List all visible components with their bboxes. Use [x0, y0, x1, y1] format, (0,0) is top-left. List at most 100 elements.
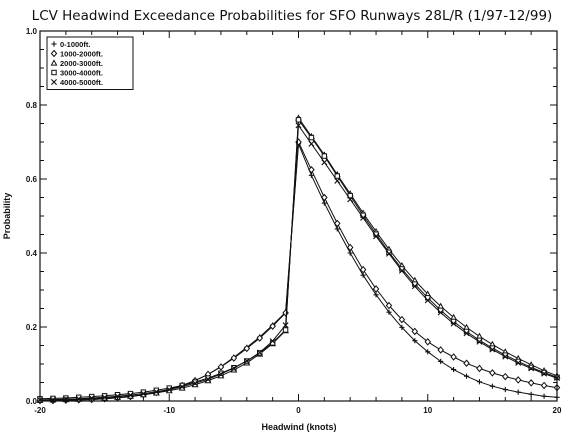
- data-point: [515, 359, 522, 366]
- legend-marker: [51, 79, 57, 85]
- data-point: [489, 369, 496, 377]
- x-tick-label: 0: [296, 406, 301, 415]
- data-point: [463, 359, 470, 368]
- data-point: [166, 386, 173, 393]
- data-point: [437, 309, 444, 316]
- y-axis-label: Probability: [2, 193, 12, 240]
- data-point: [476, 338, 483, 345]
- data-point: [192, 380, 199, 387]
- data-point: [502, 372, 509, 381]
- y-tick-label: 0.6: [26, 175, 38, 184]
- data-point: [230, 365, 237, 372]
- x-tick-label: -10: [163, 406, 175, 415]
- data-point: [425, 349, 431, 355]
- series-square: [37, 117, 560, 402]
- data-point: [153, 388, 160, 395]
- legend-label: 1000-2000ft.: [60, 50, 103, 59]
- legend-marker: [50, 49, 58, 58]
- data-point: [438, 358, 444, 365]
- data-point: [411, 283, 418, 290]
- data-point: [114, 393, 121, 400]
- series-line: [40, 140, 558, 402]
- data-point: [515, 389, 521, 395]
- legend-box: [46, 36, 134, 90]
- legend-marker: [51, 41, 57, 47]
- y-tick-label: 0.2: [26, 323, 38, 332]
- data-point: [295, 117, 302, 123]
- data-point: [398, 315, 406, 324]
- data-point: [230, 354, 238, 362]
- data-point: [489, 383, 495, 389]
- x-tick-label: 10: [423, 406, 432, 415]
- data-point: [528, 365, 535, 372]
- y-tick-label: 0.8: [26, 101, 38, 110]
- series-diamond: [36, 138, 561, 405]
- legend-item: 0-1000ft.: [51, 40, 90, 49]
- data-point: [373, 292, 379, 298]
- data-point: [321, 200, 327, 206]
- data-point: [334, 173, 340, 179]
- data-point: [334, 177, 341, 184]
- data-point: [373, 233, 380, 240]
- data-point: [179, 383, 186, 390]
- data-point: [308, 140, 315, 147]
- data-point: [476, 364, 483, 373]
- data-point: [127, 392, 134, 399]
- legend-item: 2000-3000ft.: [50, 59, 103, 68]
- x-axis-label: Headwind (knots): [261, 422, 336, 432]
- series-line: [40, 143, 558, 402]
- data-point: [269, 338, 276, 345]
- data-point: [450, 353, 457, 361]
- data-point: [308, 172, 315, 178]
- y-tick-label: 1.0: [26, 27, 38, 36]
- series-line: [39, 118, 558, 400]
- data-point: [398, 267, 405, 274]
- data-point: [205, 376, 212, 383]
- data-point: [451, 366, 457, 373]
- data-point: [412, 338, 418, 344]
- legend-label: 4000-5000ft.: [60, 78, 103, 87]
- data-point: [528, 391, 534, 397]
- data-point: [385, 301, 393, 310]
- data-point: [502, 386, 508, 393]
- data-point: [463, 330, 470, 337]
- data-point: [346, 243, 354, 252]
- data-point: [502, 353, 509, 360]
- series-triangle: [36, 114, 561, 403]
- data-point: [347, 250, 353, 256]
- data-point: [269, 322, 276, 331]
- data-point: [360, 214, 367, 221]
- data-point: [540, 381, 548, 390]
- data-point: [360, 272, 366, 278]
- data-point: [243, 358, 250, 365]
- legend: 0-1000ft.1000-2000ft.2000-3000ft.3000-40…: [46, 36, 134, 90]
- data-point: [256, 334, 263, 342]
- data-point: [334, 219, 341, 228]
- legend-item: 4000-5000ft.: [51, 78, 103, 87]
- data-point: [372, 285, 380, 293]
- data-point: [101, 394, 108, 401]
- data-point: [140, 390, 147, 397]
- data-point: [282, 322, 289, 329]
- legend-marker: [50, 59, 58, 66]
- data-point: [308, 165, 315, 174]
- legend-marker: [51, 69, 57, 76]
- series-x: [37, 122, 560, 403]
- data-point: [411, 327, 419, 336]
- legend-label: 3000-4000ft.: [60, 69, 103, 78]
- axes: -20 -10 0 10 20 0.0 0.2 0.4 0.6 0.8 1.0: [26, 27, 562, 415]
- chart-title: LCV Headwind Exceedance Probabilities fo…: [32, 8, 553, 24]
- data-point: [347, 196, 354, 203]
- series-plus: [37, 141, 560, 404]
- data-point: [308, 134, 315, 141]
- series-group: [36, 114, 561, 405]
- data-point: [282, 327, 289, 333]
- data-point: [489, 346, 496, 353]
- data-point: [476, 379, 483, 385]
- series-line: [39, 116, 558, 401]
- data-point: [359, 265, 367, 274]
- x-tick-label: -20: [34, 406, 46, 415]
- data-point: [514, 376, 522, 384]
- legend-item: 3000-4000ft.: [51, 69, 103, 78]
- data-point: [463, 373, 470, 379]
